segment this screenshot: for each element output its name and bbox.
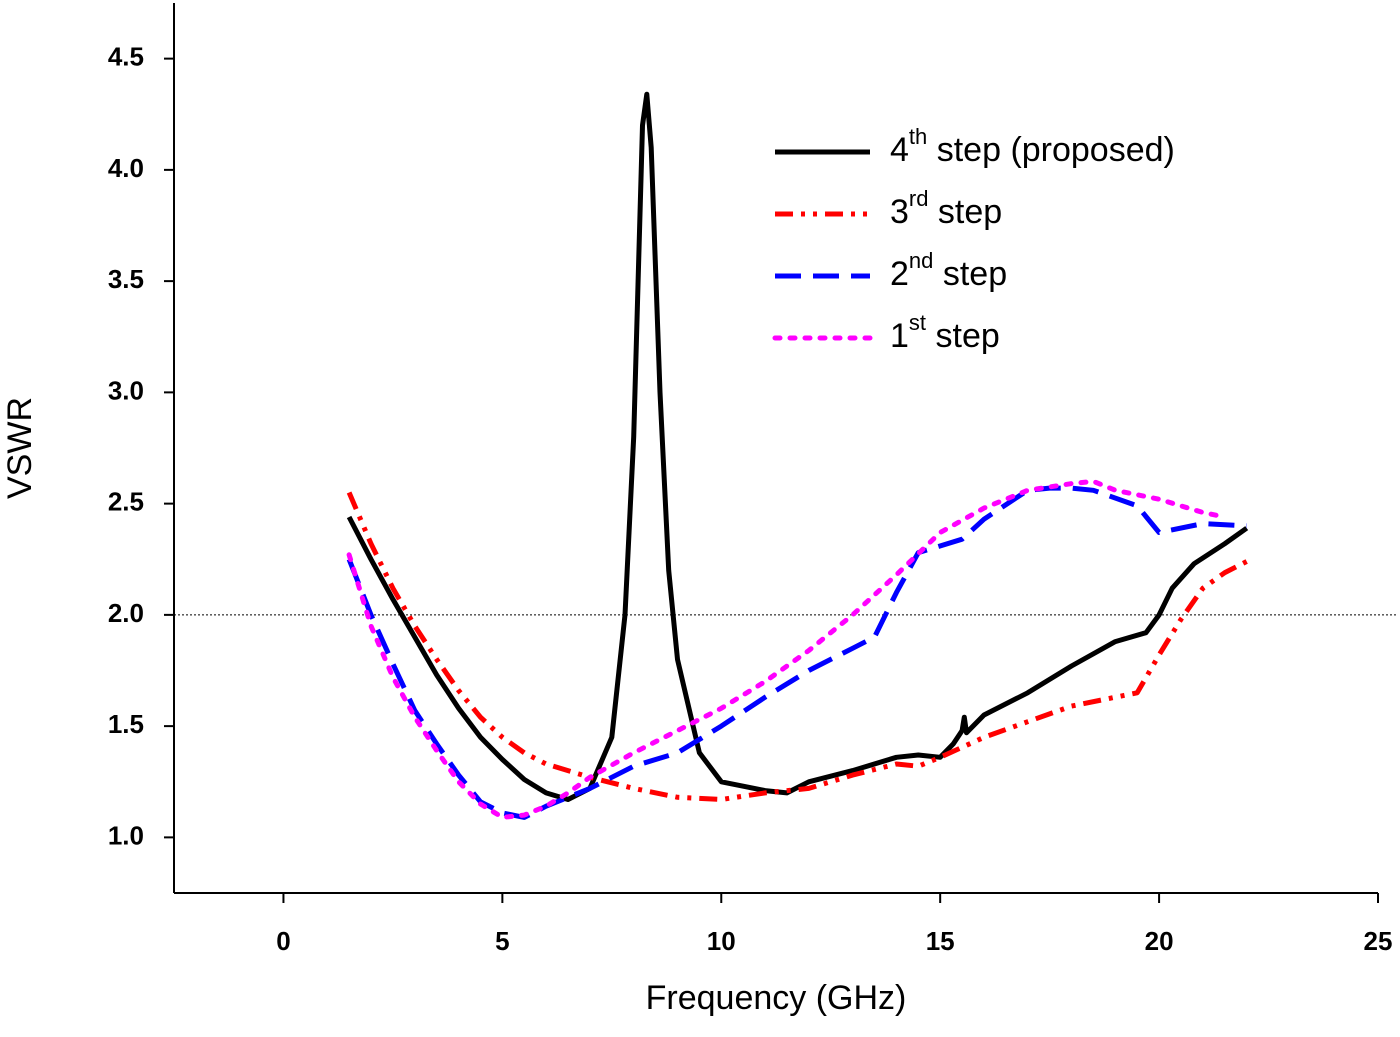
- series-line: [346, 478, 1228, 820]
- legend-label: 1st step: [890, 310, 1000, 355]
- x-tick-label: 10: [707, 926, 736, 956]
- y-tick-label: 2.0: [108, 598, 144, 628]
- x-axis-title: Frequency (GHz): [646, 979, 907, 1017]
- y-axis-title: VSWR: [1, 397, 39, 499]
- y-tick-label: 2.5: [108, 487, 144, 517]
- x-tick-label: 0: [276, 926, 290, 956]
- series-line: [346, 485, 1247, 820]
- y-tick-label: 3.0: [108, 375, 144, 405]
- legend-label: 3rd step: [890, 186, 1002, 231]
- y-tick-label: 4.0: [108, 153, 144, 183]
- x-tick-label: 5: [495, 926, 509, 956]
- y-tick-label: 1.0: [108, 820, 144, 850]
- series-line: [346, 491, 1248, 802]
- legend-label: 2nd step: [890, 248, 1007, 293]
- x-tick-label: 25: [1364, 926, 1393, 956]
- y-tick-label: 3.5: [108, 264, 144, 294]
- legend-label: 4th step (proposed): [890, 124, 1175, 169]
- series-line: [346, 91, 1249, 802]
- x-tick-label: 20: [1145, 926, 1174, 956]
- x-tick-label: 15: [926, 926, 955, 956]
- y-tick-label: 1.5: [108, 709, 144, 739]
- y-tick-label: 4.5: [108, 42, 144, 72]
